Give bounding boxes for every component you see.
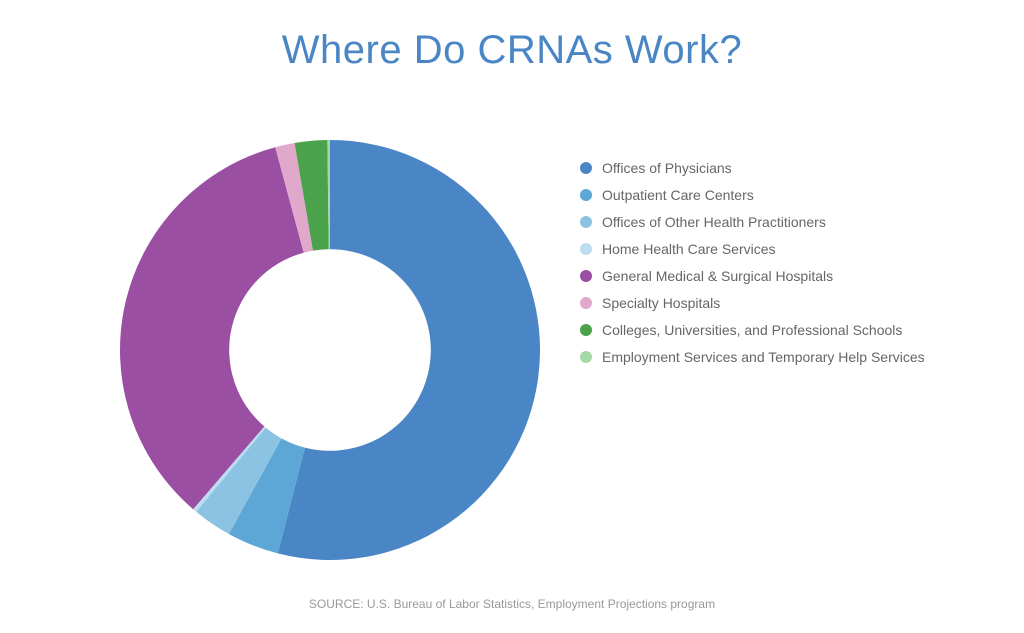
legend-label: Specialty Hospitals xyxy=(602,295,720,311)
legend-item: Offices of Other Health Practitioners xyxy=(580,214,925,230)
legend-swatch xyxy=(580,270,592,282)
legend-label: Offices of Other Health Practitioners xyxy=(602,214,826,230)
legend-label: Home Health Care Services xyxy=(602,241,776,257)
legend-item: Offices of Physicians xyxy=(580,160,925,176)
legend: Offices of Physicians Outpatient Care Cen… xyxy=(580,160,925,365)
source-text: SOURCE: U.S. Bureau of Labor Statistics,… xyxy=(0,597,1024,611)
legend-swatch xyxy=(580,297,592,309)
legend-item: Colleges, Universities, and Professional… xyxy=(580,322,925,338)
legend-swatch xyxy=(580,162,592,174)
legend-label: Outpatient Care Centers xyxy=(602,187,754,203)
legend-swatch xyxy=(580,324,592,336)
legend-swatch xyxy=(580,351,592,363)
legend-label: General Medical & Surgical Hospitals xyxy=(602,268,833,284)
legend-swatch xyxy=(580,189,592,201)
legend-swatch xyxy=(580,243,592,255)
donut-slices xyxy=(120,140,540,560)
donut-chart xyxy=(110,130,550,570)
chart-title: Where Do CRNAs Work? xyxy=(0,0,1024,73)
legend-swatch xyxy=(580,216,592,228)
legend-item: Specialty Hospitals xyxy=(580,295,925,311)
legend-item: Outpatient Care Centers xyxy=(580,187,925,203)
legend-item: Employment Services and Temporary Help S… xyxy=(580,349,925,365)
donut-svg xyxy=(110,130,550,570)
legend-label: Employment Services and Temporary Help S… xyxy=(602,349,925,365)
legend-item: Home Health Care Services xyxy=(580,241,925,257)
legend-item: General Medical & Surgical Hospitals xyxy=(580,268,925,284)
legend-label: Offices of Physicians xyxy=(602,160,732,176)
legend-label: Colleges, Universities, and Professional… xyxy=(602,322,902,338)
